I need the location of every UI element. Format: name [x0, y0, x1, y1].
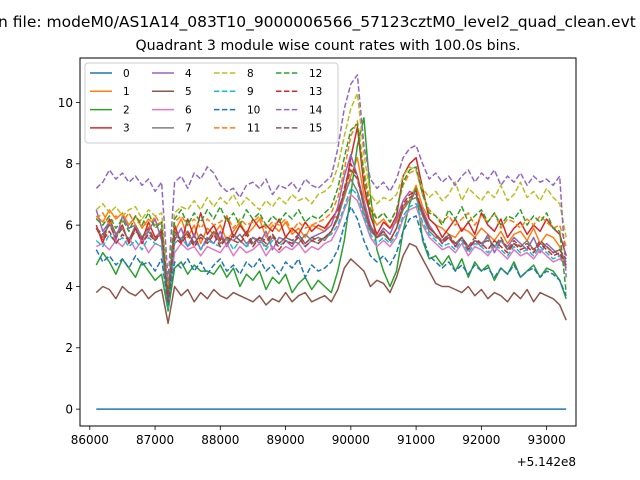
figure-suptitle: n file: modeM0/AS1A14_083T10_9000006566_…	[0, 13, 636, 32]
legend-label-8: 8	[247, 68, 254, 80]
y-tick-label: 2	[65, 341, 73, 355]
series-line-6	[95, 193, 567, 306]
x-offset-label: +5.142e8	[517, 455, 576, 469]
y-tick-label: 8	[65, 157, 73, 171]
y-tick-label: 6	[65, 218, 73, 232]
chart-title: Quadrant 3 module wise count rates with …	[135, 38, 520, 54]
series-line-2	[95, 117, 567, 312]
x-tick-label: 91000	[397, 433, 435, 447]
y-tick-label: 10	[58, 96, 73, 110]
x-tick-label: 92000	[462, 433, 500, 447]
x-tick-label: 93000	[528, 433, 566, 447]
y-axis: 0 2 4 6 8 10	[58, 96, 80, 416]
legend-label-0: 0	[123, 68, 130, 80]
x-tick-label: 89000	[266, 433, 304, 447]
legend-label-11: 11	[247, 123, 260, 135]
y-tick-label: 0	[65, 402, 73, 416]
legend-label-6: 6	[185, 104, 192, 116]
legend-label-1: 1	[123, 86, 130, 98]
x-tick-label: 90000	[332, 433, 370, 447]
legend-label-3: 3	[123, 123, 130, 135]
legend-label-2: 2	[123, 104, 130, 116]
plot-lines	[95, 74, 567, 410]
series-line-10	[95, 205, 567, 306]
x-tick-label: 88000	[201, 433, 239, 447]
x-tick-label: 86000	[71, 433, 109, 447]
series-line-9	[95, 187, 567, 309]
legend-label-7: 7	[185, 123, 192, 135]
x-axis: 86000 87000 88000 89000 90000 91000 92000 93000	[71, 426, 566, 447]
legend-label-9: 9	[247, 86, 254, 98]
legend-box	[84, 62, 339, 144]
legend-label-5: 5	[185, 86, 192, 98]
series-line-8	[95, 92, 567, 291]
legend-label-15: 15	[309, 123, 322, 135]
legend-label-10: 10	[247, 104, 260, 116]
series-line-12	[95, 123, 567, 297]
y-tick-label: 4	[65, 280, 73, 294]
legend-label-4: 4	[185, 68, 192, 80]
series-line-14	[95, 74, 567, 282]
axes-frame	[79, 57, 577, 427]
legend-label-14: 14	[309, 104, 323, 116]
legend-label-13: 13	[309, 86, 322, 98]
series-line-5	[95, 242, 567, 325]
x-tick-label: 87000	[136, 433, 174, 447]
legend-label-12: 12	[309, 68, 322, 80]
series-line-15	[95, 169, 567, 300]
